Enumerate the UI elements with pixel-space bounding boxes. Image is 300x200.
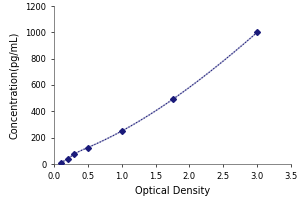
X-axis label: Optical Density: Optical Density [135,186,210,196]
Y-axis label: Concentration(pg/mL): Concentration(pg/mL) [10,31,20,139]
